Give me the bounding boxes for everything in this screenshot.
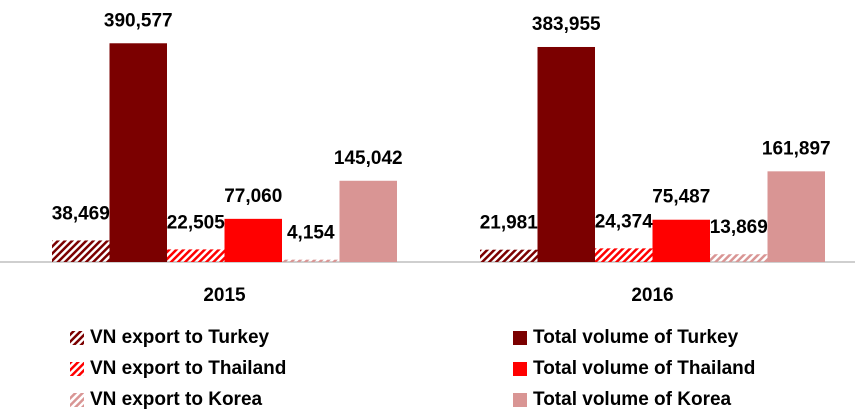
bar [595,248,653,262]
bar [109,43,167,262]
legend-label: Total volume of Thailand [533,358,755,379]
value-label: 75,487 [652,187,710,208]
value-label: 22,505 [167,212,226,233]
value-label: 383,955 [532,14,601,35]
legend-label: VN export to Korea [90,389,263,410]
value-label: 161,897 [762,138,831,159]
value-label: 24,374 [595,211,654,232]
bar [167,249,225,262]
legend-label: VN export to Turkey [90,327,270,348]
legend-label: VN export to Thailand [90,358,286,379]
bar [767,171,825,262]
legend-marker [513,331,527,345]
x-tick-label: 2015 [203,285,246,306]
value-label: 77,060 [224,186,282,207]
bar [652,219,710,262]
bar [282,259,340,262]
legend-marker [70,362,84,376]
x-tick-label: 2016 [631,285,673,306]
value-label: 38,469 [52,203,110,224]
bar [537,46,595,262]
legend-label: Total volume of Korea [533,389,732,410]
legend-marker [70,393,84,407]
legend-label: Total volume of Turkey [533,327,739,348]
value-label: 145,042 [334,148,403,169]
bar [480,249,538,262]
bar [710,254,768,262]
bar [52,240,110,262]
legend-marker [70,331,84,345]
legend-marker [513,362,527,376]
value-label: 4,154 [287,223,335,244]
bar [339,180,397,262]
value-label: 13,869 [710,217,768,238]
legend-marker [513,393,527,407]
value-label: 390,577 [104,10,173,31]
bar [224,218,282,262]
value-label: 21,981 [480,213,539,234]
